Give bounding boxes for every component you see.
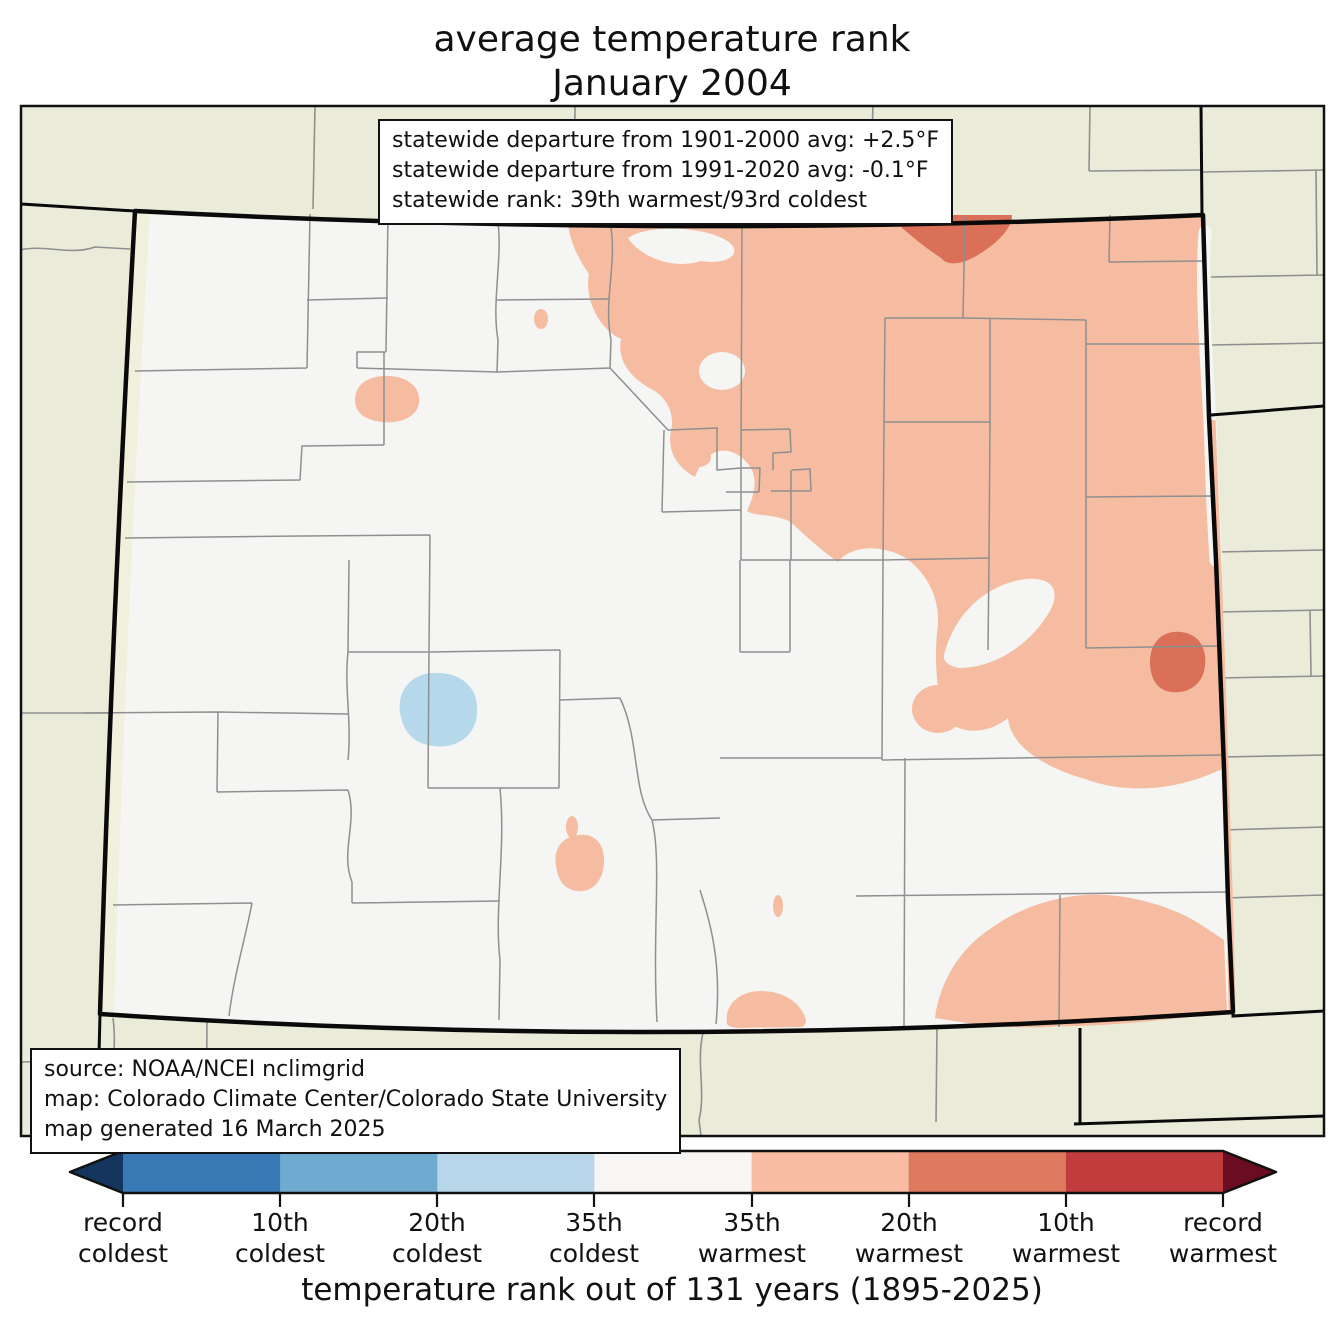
warm-blob-south-center (726, 991, 806, 1028)
colorbar-seg-0 (123, 1151, 281, 1193)
tick-label-35th-warmest: 35th warmest (697, 1208, 807, 1269)
tick-label-20th-coldest: 20th coldest (391, 1208, 483, 1269)
tick-label-35th-coldest: 35th coldest (548, 1208, 640, 1269)
warm-region-southeast (935, 894, 1227, 1028)
colorbar-seg-4 (751, 1151, 910, 1193)
colorbar-seg-2 (437, 1151, 595, 1193)
stats-line-2: statewide departure from 1991-2020 avg: … (392, 157, 929, 183)
stats-line-1: statewide departure from 1901-2000 avg: … (392, 128, 940, 153)
colorbar-ticks (121, 1193, 1225, 1207)
source-line-1: source: NOAA/NCEI nclimgrid (44, 1057, 365, 1082)
colorbar-seg-1 (280, 1151, 438, 1193)
tick-label-10th-coldest: 10th coldest (234, 1208, 326, 1269)
warm-blob-san-luis (555, 834, 605, 892)
warm-blob-northwest (355, 375, 420, 423)
colorbar-seg-6 (1065, 1151, 1224, 1193)
colorbar-seg-3 (594, 1151, 752, 1193)
colorbar-right-arrow (1223, 1151, 1276, 1193)
tick-label-10th-warmest: 10th warmest (1011, 1208, 1121, 1269)
tick-label-record-warmest: record warmest (1168, 1208, 1278, 1269)
source-line-3: map generated 16 March 2025 (44, 1116, 386, 1142)
colorbar-left-arrow (70, 1151, 123, 1193)
colorado-county-lines (83, 213, 1229, 1028)
tick-label-record-coldest: record coldest (77, 1208, 169, 1269)
colorbar-seg-5 (908, 1151, 1067, 1193)
hot-patch-north-border (888, 215, 1012, 264)
stats-line-3: statewide rank: 39th warmest/93rd coldes… (392, 187, 867, 213)
west-edge-strip (100, 211, 150, 1014)
tick-label-20th-warmest: 20th warmest (854, 1208, 964, 1269)
warm-blob-east-central (912, 685, 964, 733)
warm-sliver-south (773, 895, 783, 917)
normal-hole-wedge (943, 578, 1055, 668)
colorbar-axis-label: temperature rank out of 131 years (1895-… (301, 1272, 1043, 1308)
statewide-stats-box: statewide departure from 1901-2000 avg: … (378, 119, 954, 225)
warm-dot-denver (685, 447, 711, 467)
source-line-2: map: Colorado Climate Center/Colorado St… (44, 1086, 668, 1112)
source-attribution-box: source: NOAA/NCEI nclimgrid map: Colorad… (30, 1048, 682, 1154)
normal-hole-north (628, 228, 735, 264)
cold-blob-central (399, 672, 478, 747)
page-title: average temperature rank (433, 19, 911, 60)
colorado-state-border (97, 208, 1236, 1035)
warm-dot-north (534, 309, 548, 329)
warm-dot-san-luis-stem (566, 816, 578, 838)
page-subtitle: January 2004 (552, 63, 792, 104)
normal-hole-central (699, 352, 745, 390)
